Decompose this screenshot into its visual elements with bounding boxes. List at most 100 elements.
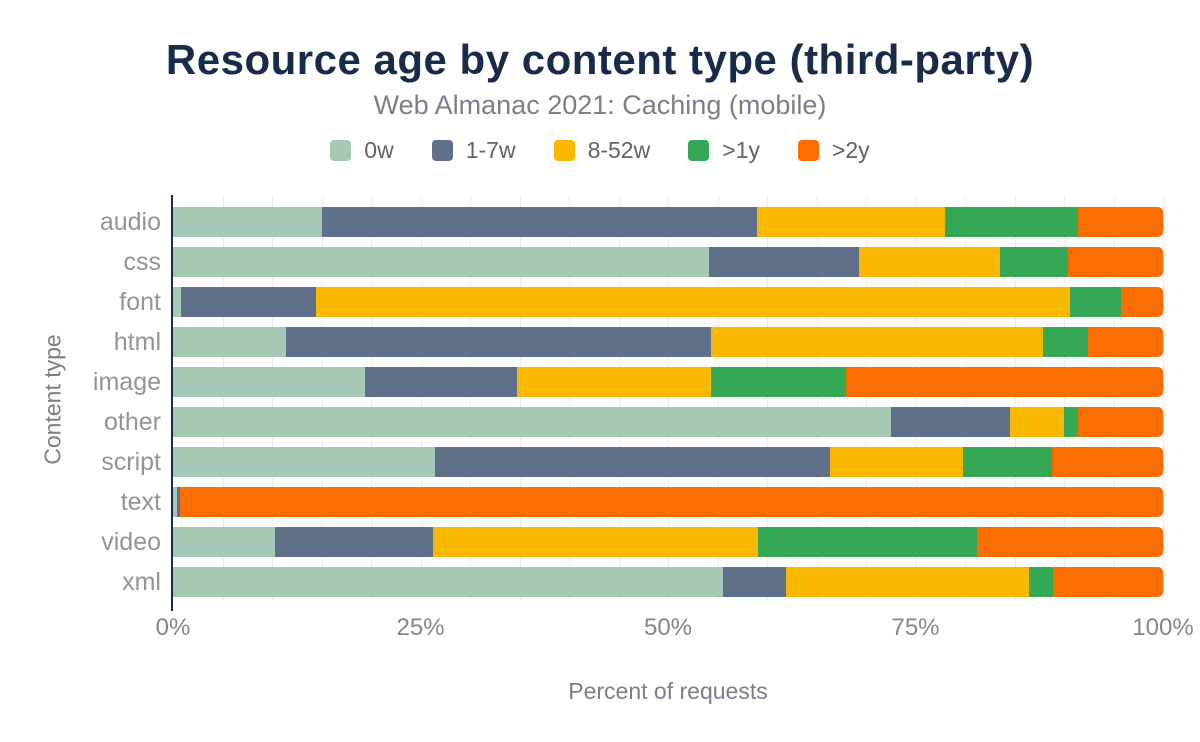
gridline [420,195,422,600]
bar-segment-font-8-52w[interactable] [315,287,1070,317]
bar-segment-xml-1-7w[interactable] [723,567,786,597]
legend-item->1y[interactable]: >1y [688,137,760,164]
bar-segment-css->2y[interactable] [1067,247,1163,277]
bar-segment-font-1-7w[interactable] [180,287,316,317]
bar-segment-css-8-52w[interactable] [859,247,1000,277]
bar-segment-image-0w[interactable] [173,367,366,397]
bar-segment-html->1y[interactable] [1043,327,1088,357]
chart-subtitle: Web Almanac 2021: Caching (mobile) [373,90,827,120]
bar-segment-font->1y[interactable] [1069,287,1122,317]
bar-segment-image-1-7w[interactable] [365,367,517,397]
bar-segment-video-1-7w[interactable] [274,527,434,557]
bar-segment-text-0w[interactable] [173,487,177,517]
bar-segment-other->2y[interactable] [1077,407,1163,437]
bar-row-xml [173,567,1163,597]
bar-segment-audio->2y[interactable] [1077,207,1163,237]
bar-row-script [173,447,1163,477]
bar-segment-audio-1-7w[interactable] [321,207,758,237]
bar-segment-script->1y[interactable] [963,447,1053,477]
chart-title: Resource age by content type (third-part… [165,36,1035,83]
bar-segment-other-8-52w[interactable] [1009,407,1064,437]
bar-segment-script-1-7w[interactable] [435,447,831,477]
bar-segment-other-0w[interactable] [173,407,891,437]
bar-row-audio [173,207,1163,237]
bar-segment-css-0w[interactable] [173,247,709,277]
bar-row-font [173,287,1163,317]
bar-segment-html-0w[interactable] [173,327,286,357]
gridline [222,195,224,600]
bar-segment-text->2y[interactable] [179,487,1163,517]
bar-segment-css->1y[interactable] [999,247,1068,277]
gridline [816,195,818,600]
gridline [915,195,917,600]
legend-label: 0w [364,137,394,163]
bar-segment-script->2y[interactable] [1052,447,1163,477]
category-label-font: font [119,288,161,316]
category-label-video: video [101,528,161,556]
bar-segment-audio-8-52w[interactable] [757,207,946,237]
gridline [1113,195,1115,600]
bar-segment-image->1y[interactable] [710,367,847,397]
legend-label: >2y [831,137,870,163]
legend-item-1-7w[interactable]: 1-7w [431,137,516,164]
bar-segment-css-1-7w[interactable] [708,247,860,277]
legend-swatch-icon [797,140,819,161]
bar-segment-font-0w[interactable] [173,287,181,317]
x-tick-label-0: 0% [155,614,191,641]
x-tick-label-100: 100% [1132,614,1194,641]
gridline [569,195,570,600]
category-label-css: css [123,248,162,276]
bar-segment-text-1-7w[interactable] [176,487,180,517]
bar-row-video [173,527,1163,557]
plot-area [171,195,1164,611]
bar-segment-xml-0w[interactable] [173,567,724,597]
bar-segment-image-8-52w[interactable] [516,367,711,397]
category-label-xml: xml [122,568,161,596]
bar-segment-xml-8-52w[interactable] [785,567,1030,597]
legend-item-0w[interactable]: 0w [330,137,394,164]
category-labels: audio css font html image other script text vide… [0,195,161,600]
gridline [866,195,867,600]
gridline [1163,195,1164,600]
x-tick-label-50: 50% [643,614,693,641]
gridline [965,195,966,600]
x-axis-title: Percent of requests [568,678,768,704]
legend-item->2y[interactable]: >2y [797,137,870,164]
legend-swatch-icon [688,140,710,161]
bar-segment-other->1y[interactable] [1063,407,1078,437]
gridline [371,195,372,600]
bar-segment-xml->2y[interactable] [1053,567,1163,597]
bar-segment-image->2y[interactable] [846,367,1163,397]
bar-segment-script-8-52w[interactable] [830,447,963,477]
legend-label: 8-52w [587,137,651,163]
bar-row-html [173,327,1163,357]
category-label-text: text [120,488,161,516]
bar-segment-xml->1y[interactable] [1029,567,1054,597]
bar-segment-script-0w[interactable] [173,447,436,477]
bar-row-other [173,407,1163,437]
gridline [668,195,669,600]
legend-item-8-52w[interactable]: 8-52w [553,137,651,164]
x-axis-tick-mark [171,600,173,611]
bar-segment-video->1y[interactable] [758,527,977,557]
bar-segment-html->2y[interactable] [1087,327,1163,357]
gridline [321,195,323,600]
bar-segment-other-1-7w[interactable] [890,407,1010,437]
bar-segment-html-8-52w[interactable] [710,327,1044,357]
bar-segment-video->2y[interactable] [976,527,1163,557]
bar-segment-video-8-52w[interactable] [433,527,759,557]
x-axis-tick-labels: 0% 25% 50% 75% 100% [156,614,1194,644]
category-label-other: other [104,408,161,436]
bar-segment-font->2y[interactable] [1121,287,1163,317]
gridline [1014,195,1016,600]
bar-segment-video-0w[interactable] [173,527,275,557]
bar-segment-audio->1y[interactable] [945,207,1078,237]
bar-segment-audio-0w[interactable] [173,207,322,237]
legend-swatch-icon [431,140,453,161]
gridline [470,195,471,600]
category-label-image: image [92,368,161,396]
gridline [1064,195,1065,600]
bar-segment-html-1-7w[interactable] [285,327,711,357]
x-tick-label-25: 25% [396,614,445,641]
